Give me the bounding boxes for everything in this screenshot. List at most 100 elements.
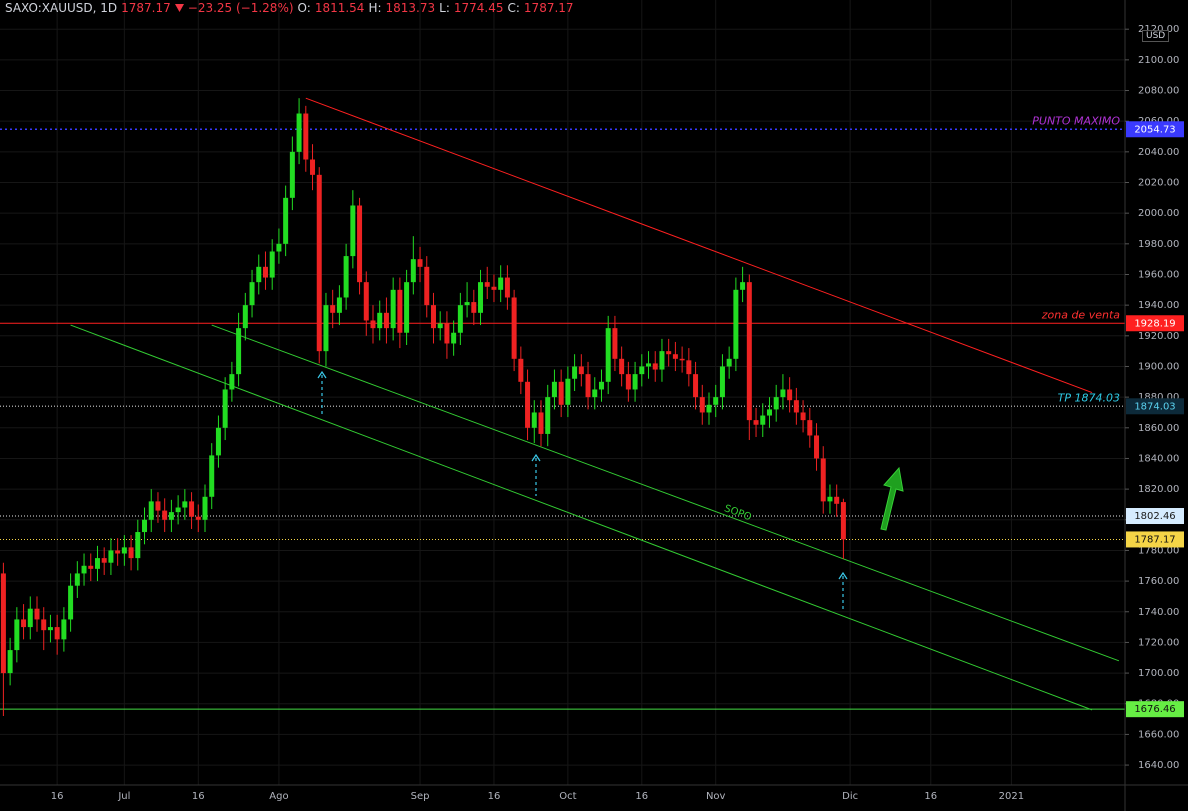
- candle-body: [545, 397, 551, 434]
- candle-body: [780, 389, 786, 398]
- price-badge-label: 1874.03: [1134, 401, 1175, 412]
- candle-body: [733, 289, 739, 359]
- candle-body: [646, 363, 652, 367]
- candle-body: [21, 619, 27, 628]
- candle-body: [262, 266, 268, 278]
- x-tick-label: 16: [924, 791, 937, 802]
- candle-body: [605, 328, 611, 382]
- candle-body: [142, 519, 148, 533]
- candle-body: [787, 389, 793, 401]
- candle-body: [437, 323, 443, 329]
- y-tick-label: 1920.00: [1138, 331, 1179, 342]
- price-badge-label: 1928.19: [1134, 318, 1175, 329]
- candle-body: [430, 305, 436, 329]
- candle-body: [222, 389, 228, 428]
- candle-body: [619, 358, 625, 375]
- x-tick-label: Nov: [706, 791, 726, 802]
- level-label: TP 1874.03: [1058, 391, 1120, 404]
- candle-body: [424, 266, 430, 306]
- currency[interactable]: USD: [1142, 30, 1170, 42]
- candle-body: [766, 409, 772, 416]
- candle-body: [800, 412, 806, 421]
- candle-body: [451, 332, 457, 344]
- price-badge-label: 2054.73: [1134, 124, 1175, 135]
- candle-body: [820, 458, 826, 502]
- candle-body: [189, 501, 195, 517]
- candle-body: [827, 496, 833, 502]
- candle-body: [572, 366, 578, 379]
- candle-body: [814, 435, 820, 459]
- candle-body: [592, 389, 598, 398]
- candle-body: [363, 282, 369, 321]
- open-value: 1811.54: [314, 1, 365, 15]
- x-tick-label: Sep: [411, 791, 430, 802]
- candle-body: [740, 282, 746, 290]
- ohlc-label: C:: [507, 1, 520, 15]
- y-tick-label: 1900.00: [1138, 361, 1179, 372]
- candle-body: [504, 277, 510, 298]
- candle-body: [558, 381, 564, 405]
- candle-body: [357, 205, 363, 283]
- candle-body: [88, 565, 94, 569]
- price-badge-label: 1787.17: [1134, 534, 1175, 545]
- candle-body: [115, 550, 121, 554]
- candle-body: [713, 397, 719, 405]
- x-tick-label: Oct: [559, 791, 576, 802]
- candle-body: [94, 558, 100, 569]
- candle-body: [457, 305, 463, 333]
- candle-body: [834, 496, 840, 504]
- x-tick-label: 16: [488, 791, 501, 802]
- candle-body: [330, 305, 336, 313]
- candle-body: [444, 323, 450, 344]
- y-tick-label: 2000.00: [1138, 208, 1179, 219]
- candle-body: [215, 427, 221, 456]
- candle-body: [484, 282, 490, 287]
- candle-body: [370, 320, 376, 329]
- candle-body: [0, 573, 6, 674]
- candle-body: [531, 412, 537, 428]
- candle-body: [121, 547, 127, 554]
- y-tick-label: 1660.00: [1138, 729, 1179, 740]
- candle-body: [417, 259, 423, 267]
- candle-body: [632, 374, 638, 390]
- x-tick-label: 16: [51, 791, 64, 802]
- down-icon: [174, 4, 184, 12]
- candle-body: [410, 259, 416, 283]
- candle-body: [195, 516, 201, 520]
- candle-body: [135, 532, 141, 559]
- candle-body: [81, 565, 87, 574]
- level-label: zona de venta: [1041, 308, 1121, 321]
- candle-body: [209, 455, 215, 497]
- candle-body: [565, 378, 571, 405]
- candle-body: [625, 374, 631, 390]
- candle-body: [7, 650, 13, 674]
- level-label: PUNTO MAXIMO: [1032, 114, 1120, 127]
- up-arrow: [880, 466, 904, 531]
- candle-body: [760, 415, 766, 425]
- x-tick-label: Jul: [117, 791, 130, 802]
- change: −23.25 (−1.28%): [187, 1, 294, 15]
- arrow-head: [317, 370, 327, 379]
- trend-line: [70, 324, 1093, 711]
- y-tick-label: 1640.00: [1138, 760, 1179, 771]
- y-tick-label: 2040.00: [1138, 147, 1179, 158]
- price-badge: [1126, 315, 1184, 332]
- y-tick-label: 1960.00: [1138, 269, 1179, 280]
- candle-body: [659, 351, 665, 370]
- candle-body: [74, 573, 80, 586]
- candle-body: [47, 627, 53, 631]
- candle-body: [128, 547, 134, 559]
- candle-body: [343, 256, 349, 298]
- trend-line: [211, 324, 1120, 662]
- y-tick-label: 1760.00: [1138, 576, 1179, 587]
- ohlc-label: O:: [297, 1, 311, 15]
- candle-body: [229, 374, 235, 390]
- arrow-head: [531, 453, 541, 462]
- candle-body: [377, 312, 383, 329]
- candle-body: [182, 501, 188, 508]
- y-tick-label: 1860.00: [1138, 423, 1179, 434]
- candle-body: [719, 366, 725, 398]
- candle-body: [34, 608, 40, 620]
- candle-body: [336, 297, 342, 313]
